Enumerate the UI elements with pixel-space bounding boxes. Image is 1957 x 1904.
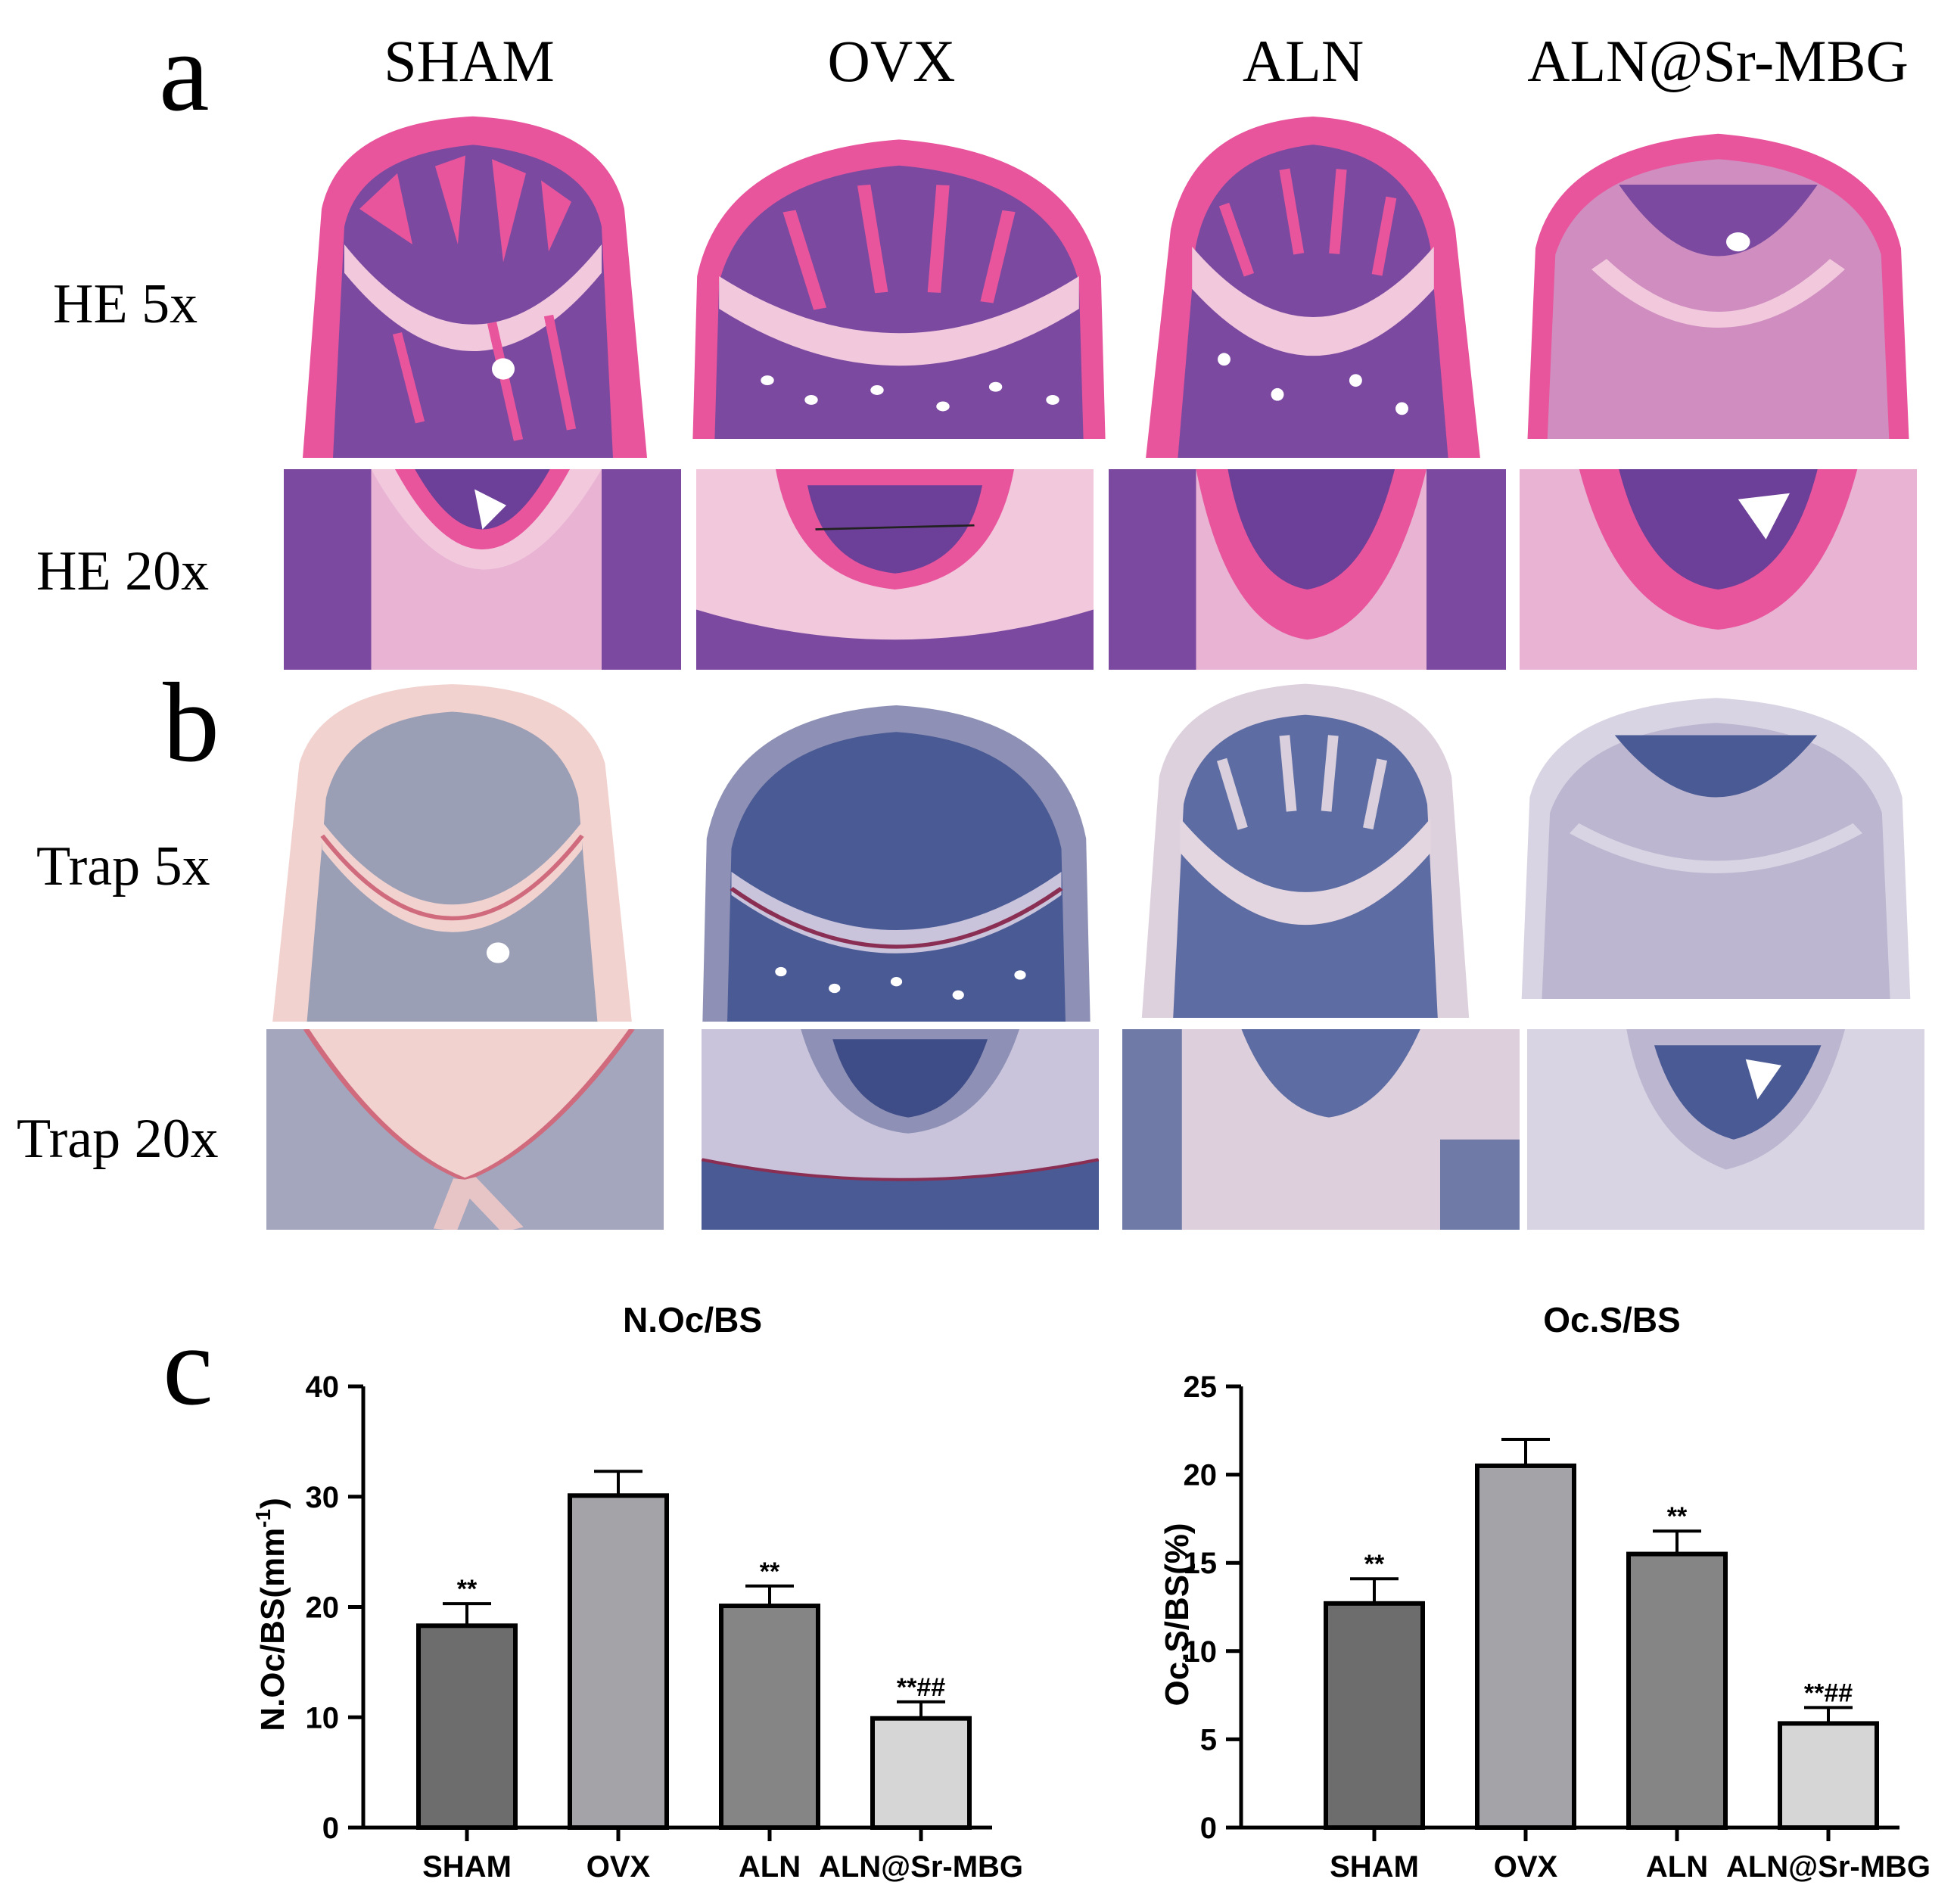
bar <box>719 1604 820 1830</box>
bar <box>416 1623 518 1831</box>
column-header-sham: SHAM <box>384 28 555 94</box>
y-tick-label: 40 <box>306 1370 340 1404</box>
row-label-trap-5x: Trap 5x <box>36 835 210 898</box>
bar <box>1324 1601 1425 1830</box>
panel-letter-a: a <box>159 9 210 135</box>
y-axis-label: N.Oc/BS(mm-1) <box>251 1498 291 1731</box>
significance-label: ** <box>1364 1550 1385 1579</box>
bar <box>568 1493 669 1830</box>
trap-20x-sham-image <box>266 1029 664 1230</box>
trap-20x-ovx-image <box>702 1029 1099 1230</box>
trap-5x-sham-image <box>261 677 643 1022</box>
y-axis-label: Oc.S/BS(%) <box>1159 1523 1196 1706</box>
x-tick-label: SHAM <box>1330 1850 1419 1884</box>
y-tick-label: 20 <box>1184 1459 1218 1492</box>
row-label-trap-20x: Trap 20x <box>17 1108 219 1170</box>
y-tick-label: 0 <box>322 1812 339 1845</box>
x-tick-label: ALN@Sr-MBG <box>1726 1850 1931 1884</box>
he-5x-aln-sr-mbg-image <box>1520 121 1917 439</box>
chart-1: Oc.S/BS 0 5 10 15 20 25 Oc.S/BS(%) ** SHAM OVX ** AL… <box>1159 1300 1931 1884</box>
he-20x-sham-image <box>284 469 681 670</box>
trap-5x-ovx-image <box>690 689 1103 1022</box>
panel-letter-c: c <box>163 1303 213 1429</box>
x-tick-label: ALN@Sr-MBG <box>819 1850 1023 1884</box>
y-tick-label: 10 <box>1184 1635 1218 1669</box>
chart-title: Oc.S/BS <box>1543 1300 1681 1339</box>
column-header-aln-sr-mbg: ALN@Sr-MBG <box>1527 28 1909 94</box>
x-tick-label: OVX <box>586 1850 651 1884</box>
bar <box>1778 1721 1879 1831</box>
significance-label: **## <box>897 1673 945 1702</box>
trap-20x-aln-sr-mbg-image <box>1527 1029 1924 1230</box>
bar <box>1626 1551 1728 1831</box>
panel-letter-b: b <box>163 660 219 786</box>
significance-label: ** <box>760 1557 780 1586</box>
significance-label: **## <box>1804 1678 1853 1707</box>
trap-5x-aln-sr-mbg-image <box>1514 689 1918 999</box>
trap-5x-aln-image <box>1131 674 1479 1018</box>
x-tick-label: ALN <box>1646 1850 1708 1884</box>
bar <box>1475 1463 1576 1830</box>
column-header-ovx: OVX <box>827 28 956 94</box>
x-tick-label: SHAM <box>422 1850 512 1884</box>
he-5x-ovx-image <box>680 114 1119 439</box>
chart-0: N.Oc/BS 0 10 20 30 40 N.Oc/BS(mm-1) ** SHAM OVX **… <box>251 1300 1023 1884</box>
y-tick-label: 30 <box>306 1481 340 1514</box>
he-20x-ovx-image <box>696 469 1094 670</box>
chart-title: N.Oc/BS <box>623 1300 762 1339</box>
y-tick-label: 20 <box>306 1591 340 1625</box>
x-tick-label: OVX <box>1494 1850 1558 1884</box>
row-label-he-20x: HE 20x <box>36 540 210 602</box>
y-tick-label: 10 <box>306 1701 340 1734</box>
y-tick-label: 25 <box>1184 1370 1218 1404</box>
he-20x-aln-sr-mbg-image <box>1520 469 1917 670</box>
row-label-he-5x: HE 5x <box>53 273 198 335</box>
significance-label: ** <box>457 1575 478 1604</box>
y-tick-label: 5 <box>1200 1723 1217 1756</box>
significance-label: ** <box>1667 1502 1688 1531</box>
y-tick-label: 0 <box>1200 1812 1217 1845</box>
bar <box>870 1716 972 1831</box>
he-20x-aln-image <box>1109 469 1506 670</box>
x-tick-label: ALN <box>739 1850 801 1884</box>
he-5x-sham-image <box>284 102 662 458</box>
column-header-aln: ALN <box>1242 28 1364 94</box>
y-tick-label: 15 <box>1184 1547 1218 1580</box>
trap-20x-aln-image <box>1122 1029 1520 1230</box>
he-5x-aln-image <box>1135 106 1491 458</box>
